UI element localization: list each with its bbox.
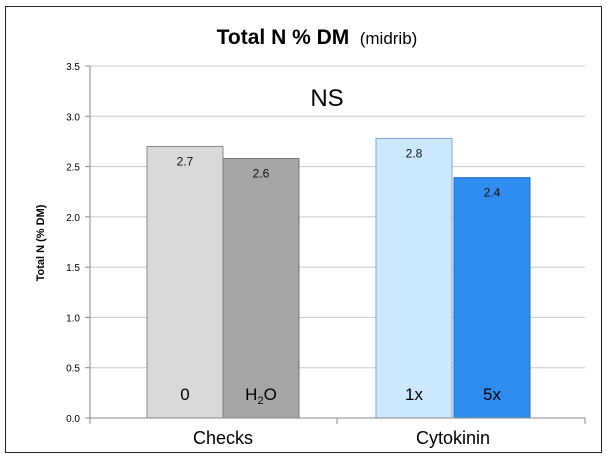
y-tick-label: 0.5 bbox=[66, 364, 80, 375]
y-tick-label: 3.0 bbox=[66, 112, 80, 123]
bar bbox=[222, 158, 300, 419]
y-tick-label: 2.0 bbox=[66, 213, 80, 224]
bars: 2.7 0 2.6 H2O 2.8 1x 2.4 5x bbox=[146, 137, 531, 419]
bar bbox=[453, 177, 531, 419]
bar bbox=[146, 145, 224, 419]
bar-value-label: 2.6 bbox=[253, 167, 270, 181]
y-tick-label: 1.0 bbox=[66, 313, 80, 324]
chart-title: Total N % DM (midrib) bbox=[217, 26, 418, 49]
bar-value-label: 2.7 bbox=[177, 154, 194, 168]
bar bbox=[375, 137, 453, 419]
y-axis-ticks: 0.0 0.5 1.0 1.5 2.0 2.5 3.0 3.5 bbox=[66, 62, 90, 425]
x-group-label: Cytokinin bbox=[416, 428, 490, 448]
chart-title-sub: (midrib) bbox=[360, 29, 418, 48]
chart-title-main: Total N % DM bbox=[217, 26, 350, 49]
y-tick-label: 2.5 bbox=[66, 163, 80, 174]
bar-value-label: 2.8 bbox=[406, 146, 423, 160]
bar-value-label: 2.4 bbox=[484, 186, 501, 200]
x-axis-labels: Checks Cytokinin bbox=[193, 428, 490, 448]
y-tick-label: 0.0 bbox=[66, 414, 80, 425]
bar-base-label: 5x bbox=[483, 385, 501, 404]
y-tick-label: 1.5 bbox=[66, 263, 80, 274]
y-tick-label: 3.5 bbox=[66, 62, 80, 73]
bar-base-label: 0 bbox=[180, 385, 189, 404]
y-axis-label: Total N (% DM) bbox=[35, 204, 47, 281]
ns-annotation: NS bbox=[310, 85, 343, 112]
bar-base-label: H2O bbox=[245, 385, 277, 407]
x-group-label: Checks bbox=[193, 428, 253, 448]
axes bbox=[89, 66, 586, 424]
bar-base-label: 1x bbox=[405, 385, 423, 404]
